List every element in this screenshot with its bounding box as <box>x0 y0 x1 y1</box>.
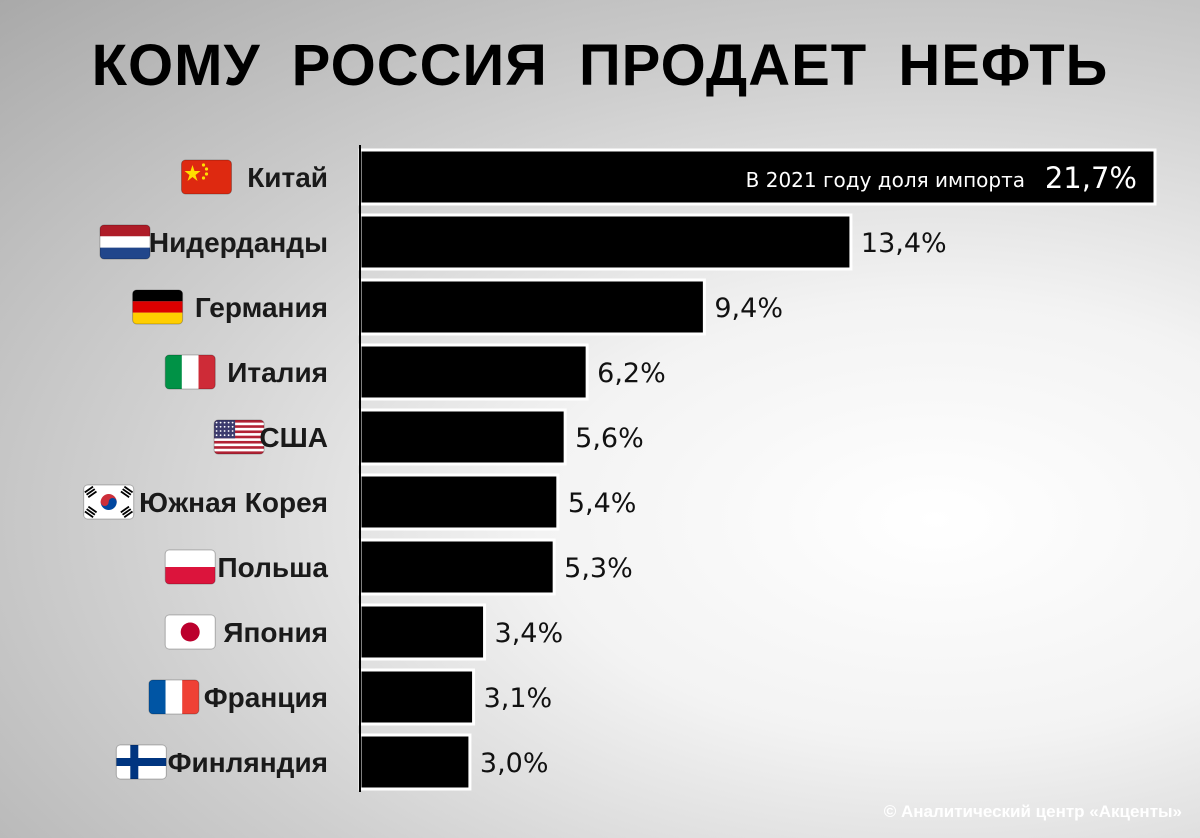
value-label: 9,4% <box>714 293 783 324</box>
value-label: 3,4% <box>495 618 564 649</box>
value-label: 13,4% <box>861 228 947 259</box>
credit-text: © Аналитический центр «Акценты» <box>883 802 1182 821</box>
flag-france-icon <box>148 679 200 715</box>
bar-france <box>358 668 476 726</box>
bars-layer: Китай 21,7% В 2021 году доля импорта Нидерд… <box>139 148 1157 791</box>
annotation-text: В 2021 году доля импорта <box>746 168 1025 192</box>
country-label: Япония <box>223 617 328 648</box>
country-label: Польша <box>218 552 329 583</box>
bar-netherlands <box>358 213 853 271</box>
flag-netherlands-icon <box>99 224 151 260</box>
bar-china <box>358 148 1157 206</box>
value-label: 21,7% <box>1045 161 1137 195</box>
country-label: Нидерданды <box>149 227 328 258</box>
flag-germany-icon <box>132 289 184 325</box>
flag-finland-icon <box>115 744 167 780</box>
value-label: 6,2% <box>597 358 666 389</box>
bar-poland <box>358 538 556 596</box>
bar-finland <box>358 733 472 791</box>
country-label: Южная Корея <box>139 487 328 518</box>
value-label: 3,1% <box>484 683 553 714</box>
flag-italy-icon <box>164 354 216 390</box>
bar-south-korea <box>358 473 560 531</box>
country-label: Италия <box>227 357 328 388</box>
chart-title: КОМУ РОССИЯ ПРОДАЕТ НЕФТЬ <box>91 33 1109 98</box>
value-label: 5,6% <box>575 423 644 454</box>
flags-layer <box>83 159 265 780</box>
bar-italy <box>358 343 589 401</box>
flag-south-korea-icon <box>83 484 135 520</box>
country-label: Германия <box>195 292 328 323</box>
bar-germany <box>358 278 706 336</box>
flag-poland-icon <box>164 549 216 585</box>
country-label: Финляндия <box>168 747 328 778</box>
flag-usa-icon <box>213 419 265 455</box>
bar-usa <box>358 408 567 466</box>
country-label: Китай <box>247 162 328 193</box>
bar-japan <box>358 603 487 661</box>
value-label: 5,4% <box>568 488 637 519</box>
country-label: США <box>259 422 328 453</box>
flag-china-icon <box>181 159 232 195</box>
value-label: 3,0% <box>480 748 549 779</box>
flag-japan-icon <box>164 614 216 650</box>
country-label: Франция <box>204 682 328 713</box>
value-label: 5,3% <box>564 553 633 584</box>
